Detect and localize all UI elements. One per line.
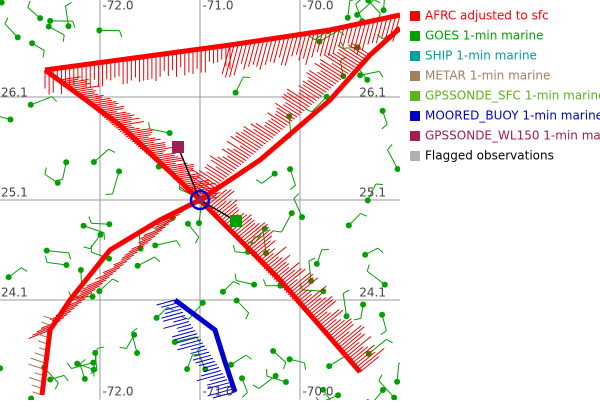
station-dot [251, 282, 257, 288]
legend-swatch [410, 111, 420, 121]
map-area: -72.0 -71.0 -70.0 -72.0 -71.0 -70.0 26.1 25.1 24… [0, 0, 406, 400]
coord-label: -72.0 [102, 385, 133, 399]
station-barb [376, 184, 383, 185]
coord-label: 24.1 [1, 286, 28, 300]
station-dot [364, 77, 370, 83]
coord-label: -72.0 [102, 0, 133, 13]
station-dot [270, 348, 276, 354]
station-dot [360, 301, 366, 307]
station-dot [7, 117, 13, 123]
legend-label: GOES 1-min marine [425, 29, 543, 43]
legend-swatch [410, 151, 420, 161]
station-dot [283, 379, 289, 385]
station-dot [135, 263, 141, 269]
station-dot [116, 168, 122, 174]
center-dot [196, 196, 204, 204]
legend-swatch [410, 51, 420, 61]
station-dot [289, 210, 295, 216]
station-dot [167, 130, 173, 136]
sonde-marker [172, 141, 184, 153]
station-dot [15, 34, 21, 40]
legend-label: GPSSONDE_WL150 1-min mar [425, 129, 600, 143]
station-dot [220, 289, 226, 295]
station-barb [243, 77, 250, 78]
station-dot [234, 297, 240, 303]
station-dot [345, 15, 351, 21]
goes-marker [230, 215, 242, 227]
legend: AFRC adjusted to sfc GOES 1-min marine SHI… [410, 9, 600, 163]
station-dot [37, 15, 43, 21]
coord-label: 25.1 [1, 186, 28, 200]
coord-label: -70.0 [302, 385, 333, 399]
station-dot [394, 379, 400, 385]
coord-label: 25.1 [359, 186, 386, 200]
station-dot [287, 356, 293, 362]
station-dot [63, 262, 69, 268]
station-dot [314, 261, 320, 267]
legend-label: AFRC adjusted to sfc [425, 9, 549, 23]
station-dot [65, 23, 71, 29]
station-dot [74, 361, 80, 367]
station-dot [91, 159, 97, 165]
station-dot [106, 221, 112, 227]
station-dot [239, 375, 245, 381]
station-dot [134, 350, 140, 356]
station-dot [379, 312, 385, 318]
station-dot [29, 40, 35, 46]
station-dot [81, 223, 87, 229]
station-dot [78, 267, 84, 273]
station-dot [154, 315, 160, 321]
station-dot [96, 288, 102, 294]
station-dot [47, 376, 53, 382]
legend-label: GPSSONDE_SFC 1-min marine [425, 89, 600, 103]
coord-label: 26.1 [359, 86, 386, 100]
station-dot [395, 166, 401, 172]
station-dot [28, 102, 34, 108]
station-dot [44, 248, 50, 254]
legend-label: SHIP 1-min marine [425, 49, 537, 63]
station-dot [90, 293, 96, 299]
station-dot [326, 363, 332, 369]
station-dot [272, 171, 278, 177]
station-dot [46, 24, 52, 30]
station-dot [96, 27, 102, 33]
station-barb [106, 194, 113, 195]
coord-label: 24.1 [359, 286, 386, 300]
coord-label: 26.1 [1, 86, 28, 100]
station-dot [172, 339, 178, 345]
station-dot [91, 367, 97, 373]
station-dot [152, 242, 158, 248]
legend-label: METAR 1-min marine [425, 69, 550, 83]
legend-swatch [410, 31, 420, 41]
station-dot [47, 18, 53, 24]
coord-label: -70.0 [302, 0, 333, 13]
legend-swatch [410, 131, 420, 141]
coord-label: -71.0 [202, 0, 233, 13]
station-dot [55, 180, 61, 186]
station-dot [380, 387, 386, 393]
station-dot [82, 376, 88, 382]
legend-swatch [410, 71, 420, 81]
station-dot [362, 252, 368, 258]
station-dot [185, 221, 191, 227]
legend-label: MOORED_BUOY 1-min marine [425, 109, 600, 123]
legend-swatch [410, 91, 420, 101]
station-dot [233, 90, 239, 96]
station-dot [184, 366, 190, 372]
legend-label: Flagged observations [425, 149, 554, 163]
station-dot [346, 222, 352, 228]
station-dot [381, 7, 387, 13]
legend-swatch [410, 11, 420, 21]
coord-label: -71.0 [202, 385, 233, 399]
station-dot [196, 220, 202, 226]
station-dot [344, 313, 350, 319]
station-dot [63, 159, 69, 165]
station-dot [200, 300, 206, 306]
station-dot [380, 108, 386, 114]
station-dot [299, 214, 305, 220]
station-dot [6, 274, 12, 280]
station-dot [287, 166, 293, 172]
